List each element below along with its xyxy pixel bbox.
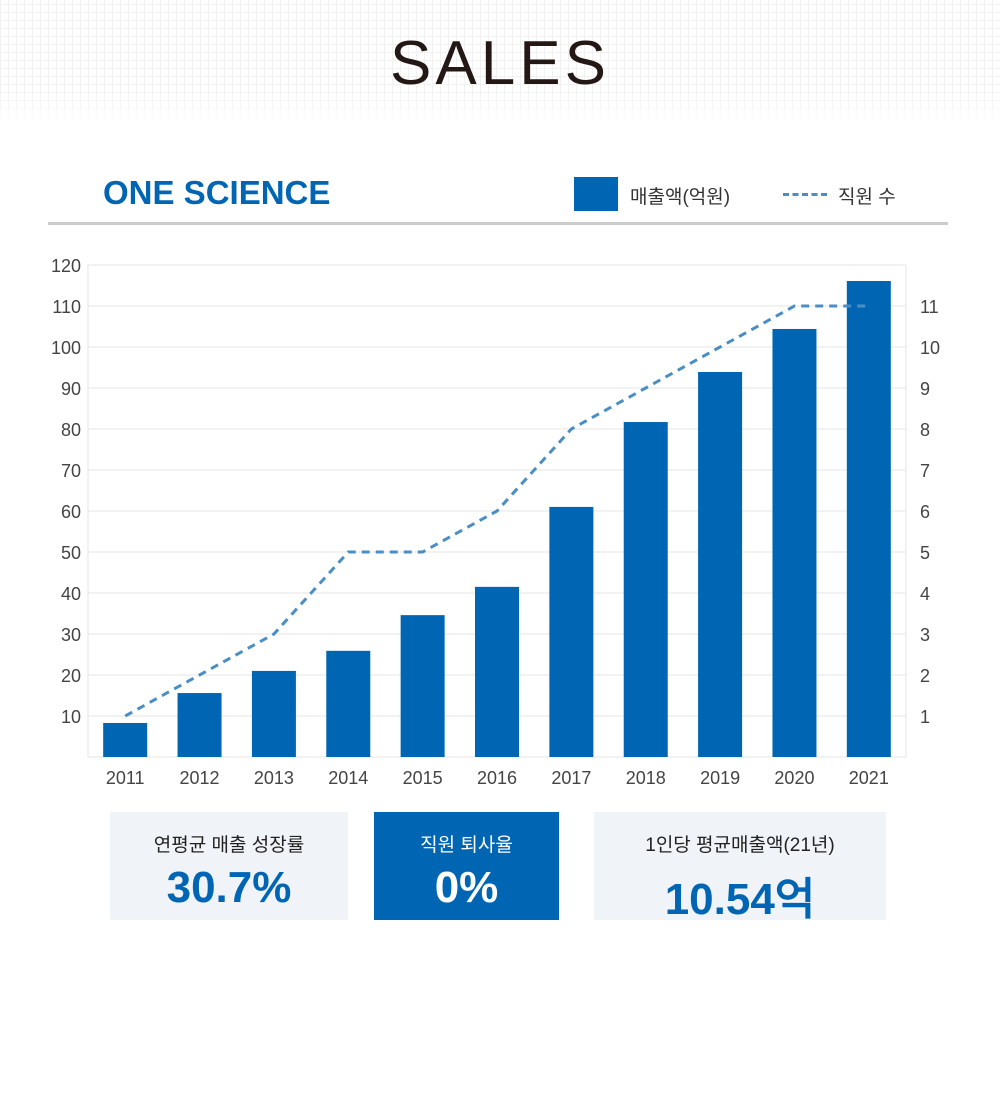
y-left-tick-label: 80 — [61, 420, 81, 440]
y-right-tick-label: 11 — [920, 297, 939, 317]
y-right-tick-label: 7 — [920, 461, 930, 481]
x-tick-label: 2015 — [403, 768, 443, 788]
stat-value: 30.7% — [166, 863, 292, 912]
y-left-tick-label: 90 — [61, 379, 81, 399]
y-right-tick-label: 6 — [920, 502, 930, 522]
stat-turnover: 직원 퇴사율 0% — [374, 812, 559, 920]
x-tick-label: 2018 — [626, 768, 666, 788]
x-tick-label: 2016 — [477, 768, 517, 788]
bar-2012 — [177, 693, 222, 757]
y-left-tick-label: 10 — [61, 707, 81, 727]
x-tick-label: 2019 — [700, 768, 740, 788]
bar-2020 — [772, 328, 817, 757]
bar-2016 — [475, 586, 519, 757]
page-title: SALES — [390, 29, 610, 98]
bar-2014 — [326, 650, 371, 757]
x-tick-label: 2017 — [551, 768, 591, 788]
y-left-tick-label: 110 — [52, 297, 81, 317]
y-left-tick-label: 70 — [61, 461, 81, 481]
y-left-tick-label: 40 — [61, 584, 81, 604]
bar-2019 — [698, 372, 743, 757]
y-left-tick-label: 120 — [51, 256, 81, 276]
stat-value: 10.54억 — [664, 875, 816, 924]
y-left-tick-label: 100 — [51, 338, 81, 358]
legend-line-swatch — [783, 193, 827, 196]
y-right-tick-label: 5 — [920, 543, 930, 563]
bar-2011 — [103, 722, 148, 757]
x-tick-label: 2012 — [180, 768, 220, 788]
y-right-tick-label: 2 — [920, 666, 930, 686]
bar-2017 — [549, 506, 594, 757]
y-right-tick-label: 3 — [920, 625, 930, 645]
x-tick-label: 2011 — [106, 768, 145, 788]
stat-label: 직원 퇴사율 — [420, 835, 513, 856]
y-right-tick-label: 8 — [920, 420, 930, 440]
y-right-tick-label: 1 — [920, 707, 930, 727]
y-left-tick-label: 20 — [61, 666, 81, 686]
legend-line-label: 직원 수 — [838, 187, 896, 208]
sales-chart: 1020304050607080901001101201234567891011… — [51, 256, 940, 788]
legend-bar-swatch — [574, 177, 618, 211]
stat-growth: 연평균 매출 성장률 30.7% — [110, 812, 348, 920]
y-right-tick-label: 4 — [920, 584, 930, 604]
y-right-tick-label: 10 — [920, 338, 940, 358]
header-pattern — [0, 0, 1000, 125]
stat-per-capita: 1인당 평균매출액(21년) 10.54억 — [594, 812, 886, 924]
x-tick-label: 2021 — [849, 768, 889, 788]
divider — [48, 222, 948, 225]
y-left-tick-label: 50 — [61, 543, 81, 563]
x-tick-label: 2013 — [254, 768, 294, 788]
legend-bar-label: 매출액(억원) — [630, 187, 731, 208]
bar-2021 — [846, 280, 891, 757]
bar-2015 — [400, 615, 445, 757]
y-left-tick-label: 30 — [61, 625, 81, 645]
stat-label: 1인당 평균매출액(21년) — [645, 835, 835, 856]
stat-value: 0% — [434, 863, 499, 912]
brand-title: ONE SCIENCE — [103, 174, 331, 211]
y-left-tick-label: 60 — [61, 502, 81, 522]
x-tick-label: 2014 — [328, 768, 368, 788]
bar-2018 — [623, 422, 668, 757]
stat-label: 연평균 매출 성장률 — [153, 835, 305, 856]
bar-2013 — [251, 670, 296, 757]
x-tick-label: 2020 — [774, 768, 814, 788]
y-right-tick-label: 9 — [920, 379, 930, 399]
